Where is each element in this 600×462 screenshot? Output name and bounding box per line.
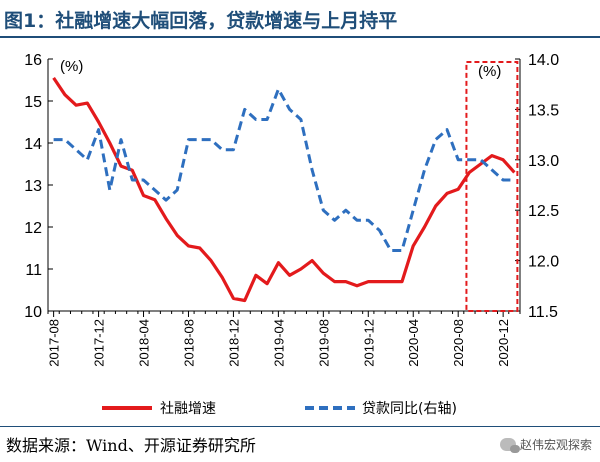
title-bar: 图1：社融增速大幅回落，贷款增速与上月持平 (0, 0, 600, 38)
watermark: 赵伟宏观探索 (499, 436, 592, 453)
left-axis-tick-label: 13 (24, 178, 42, 195)
series-line-social-financing (52, 77, 516, 303)
x-axis-tick-label: 2018-08 (181, 319, 196, 367)
chart: 10 11 12 13 14 15 16 11.5 12.0 12.5 13.0 13.5 14.0 20… (24, 52, 559, 417)
highlight-layer (465, 61, 519, 312)
x-axis-tick-label: 2017-08 (47, 319, 62, 367)
left-axis-tick-label: 16 (24, 52, 42, 69)
x-axis-tick-label: 2019-08 (316, 319, 331, 367)
left-axis-tick-label: 14 (24, 136, 42, 153)
right-axis-tick-label: 13.5 (528, 102, 559, 119)
x-axis-tick-label: 2020-12 (496, 319, 511, 367)
x-axis-tick-label: 2019-04 (271, 319, 286, 367)
left-axis-tick-label: 10 (24, 304, 42, 321)
right-axis-tick-label: 12.0 (528, 254, 559, 271)
series-layer (52, 77, 516, 303)
right-axis-tick-label: 13.0 (528, 153, 559, 170)
right-axis-tick-label: 11.5 (528, 304, 558, 321)
legend: 社融增速 贷款同比(右轴) (102, 401, 457, 417)
watermark-text: 赵伟宏观探索 (519, 438, 592, 452)
data-source: 数据来源：Wind、开源证券研究所 (6, 436, 256, 455)
left-axis-tick-label: 12 (24, 220, 42, 237)
right-axis-tick-label: 14.0 (528, 52, 559, 69)
source-divider (0, 426, 600, 427)
x-axis-tick-label: 2018-12 (226, 319, 241, 367)
x-axis-tick-label: 2020-08 (451, 319, 466, 367)
x-axis-tick-label: 2017-12 (92, 319, 107, 367)
x-axis-tick-label: 2020-04 (406, 319, 421, 367)
left-axis-tick-label: 15 (24, 94, 42, 111)
axes-layer: 10 11 12 13 14 15 16 11.5 12.0 12.5 13.0 13.5 14.0 20… (24, 52, 559, 367)
right-axis-tick-label: 12.5 (528, 203, 559, 220)
left-axis-unit: (%) (60, 58, 83, 75)
wechat-icon (499, 438, 520, 453)
right-axis-unit: (%) (478, 63, 501, 80)
x-axis-tick-label: 2019-12 (361, 319, 376, 367)
x-axis-tick-label: 2018-04 (137, 319, 152, 367)
left-axis-tick-label: 11 (25, 262, 42, 279)
highlight-box (465, 61, 519, 312)
series-line-loans (53, 87, 515, 252)
legend-label-loans: 贷款同比(右轴) (362, 401, 457, 417)
legend-label-social-financing: 社融增速 (160, 401, 216, 417)
chart-title: 图1：社融增速大幅回落，贷款增速与上月持平 (4, 10, 398, 32)
